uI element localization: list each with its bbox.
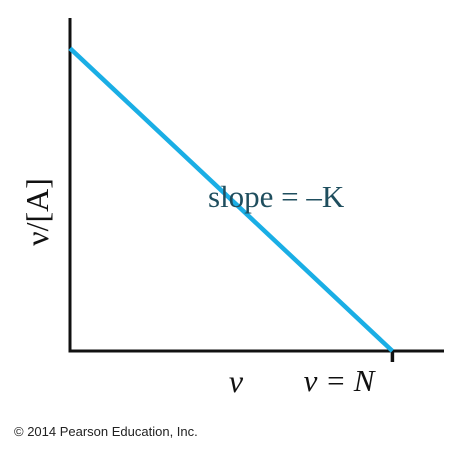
y-axis-label: ν/[A]: [19, 178, 55, 246]
slope-annotation: slope = –K: [208, 179, 345, 214]
series-group: [68, 46, 394, 353]
x-axis-label: ν: [229, 363, 244, 399]
copyright-text: © 2014 Pearson Education, Inc.: [14, 424, 198, 439]
series-line-0: [68, 46, 394, 353]
x-tick-label: ν = N: [304, 363, 377, 398]
